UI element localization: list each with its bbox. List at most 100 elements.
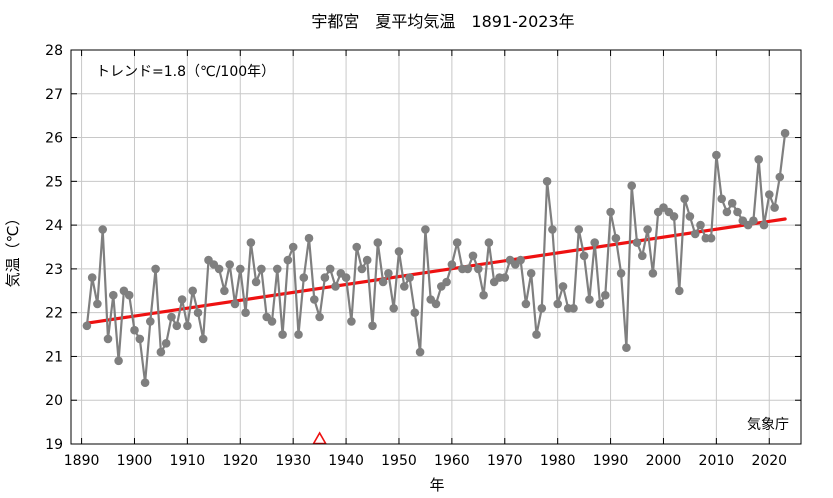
data-point [267,317,277,326]
data-point [299,273,309,282]
data-point [558,282,568,291]
data-point [315,312,324,322]
data-point [278,330,287,339]
marker-layer [312,431,328,445]
data-point [230,299,240,309]
data-point [622,343,631,353]
series-line [85,133,787,384]
x-axis-label: 年 [429,476,444,494]
data-point [770,203,779,212]
x-tick-label: 1970 [487,453,523,469]
data-point [405,273,414,282]
y-tick-label: 25 [45,174,63,190]
data-point [479,290,488,300]
data-point [431,299,441,309]
data-point [638,251,647,261]
data-point [643,225,652,234]
x-tick-label: 1910 [170,453,206,469]
data-point [378,277,388,287]
data-point [167,312,176,322]
data-point [415,347,425,357]
data-point [151,264,160,274]
data-point [87,273,97,282]
data-point [590,238,599,247]
data-point [320,273,330,282]
x-tick-label: 2000 [646,453,682,469]
data-point [362,255,372,265]
y-tick-label: 24 [45,218,63,234]
data-point [468,251,478,261]
data-point [394,247,404,256]
plot-frame [70,49,802,445]
y-tick-label: 23 [45,262,63,278]
x-tick-label: 1960 [434,453,470,469]
data-point [273,264,282,274]
data-point [304,233,314,243]
data-point [251,277,261,287]
data-point [780,128,790,138]
data-point [706,233,716,243]
data-point [114,356,123,366]
data-point [759,220,769,230]
y-axis-label: 気温（℃） [4,211,22,288]
data-point [421,225,430,234]
data-point [601,290,610,300]
data-point [595,299,605,309]
data-point [325,264,335,274]
data-point [569,304,578,313]
data-point [368,321,377,331]
data-point [246,238,256,247]
data-point [146,317,155,326]
x-tick-label: 2010 [699,453,735,469]
data-point [696,220,705,230]
data-point [341,273,351,282]
station-relocation-marker [312,431,328,445]
data-point [532,330,541,339]
y-tick-label: 28 [45,43,63,59]
data-point [733,207,742,217]
data-point [553,299,562,309]
data-point [183,321,192,331]
data-point [447,260,457,269]
source-label: 気象庁 [747,417,789,433]
data-point [410,308,420,318]
data-point [389,304,399,313]
data-point [579,251,589,261]
data-point [616,269,626,278]
data-point [542,177,552,186]
data-point [537,304,547,313]
data-point [521,299,531,309]
data-point [220,286,229,296]
x-tick-label: 1980 [540,453,576,469]
data-point [680,194,689,204]
data-point [722,207,732,217]
data-point [198,334,208,344]
data-point [172,321,182,331]
data-point [130,325,139,335]
data-point [93,299,102,309]
data-point [124,290,134,300]
x-tick-label: 1940 [328,453,364,469]
data-point [331,282,340,291]
data-point [765,190,774,199]
x-tick-label: 1900 [117,453,153,469]
x-tick-label: 1950 [381,453,417,469]
data-point [288,242,298,252]
data-point [357,264,367,274]
data-point [516,255,525,265]
data-point [400,282,409,291]
data-point [236,264,245,274]
data-point [103,334,113,344]
data-point [712,150,721,160]
data-point [294,330,303,339]
y-tick-label: 22 [45,306,63,322]
data-point [373,238,383,247]
data-point [140,378,150,388]
data-point [156,347,166,357]
data-point [384,269,393,278]
data-point [548,225,557,234]
data-point [452,238,462,247]
x-tick-label: 1990 [593,453,629,469]
data-point [98,225,107,234]
